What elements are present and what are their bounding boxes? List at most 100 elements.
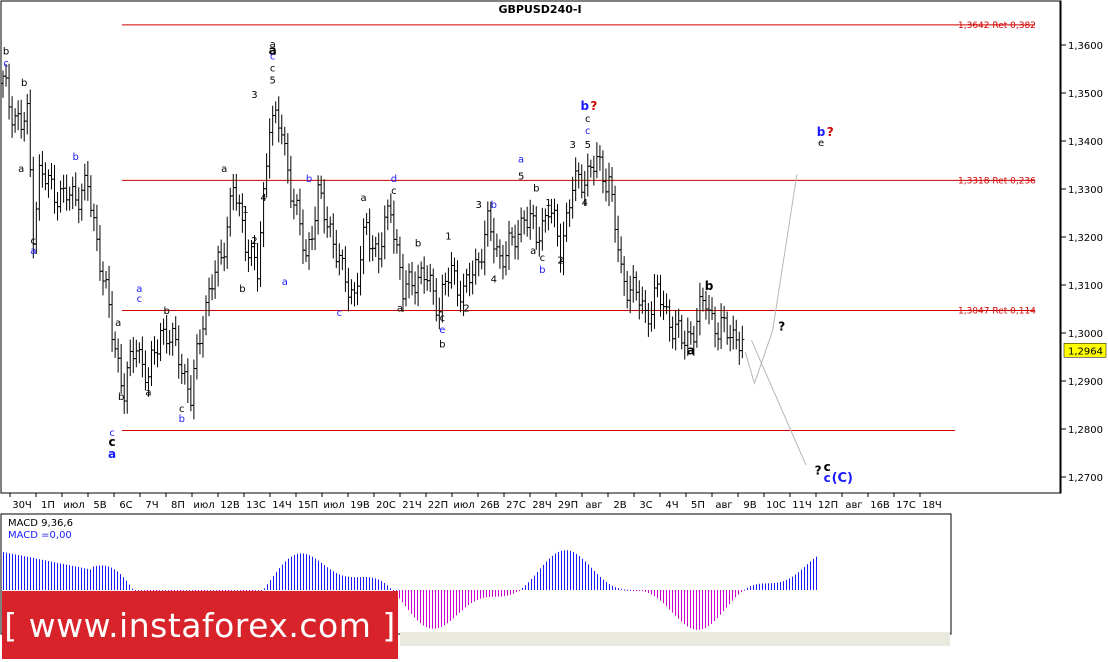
wave-label: a: [145, 387, 151, 398]
macd-bar: [345, 576, 346, 590]
date-tick-label: 17С: [896, 500, 916, 511]
wave-label: 5: [585, 140, 591, 151]
macd-bar: [399, 590, 400, 599]
macd-label-2: MACD =0,00: [8, 530, 72, 541]
macd-bar: [606, 582, 607, 590]
wave-label: b: [73, 152, 79, 163]
macd-bar: [726, 590, 727, 608]
macd-bar: [69, 565, 70, 590]
date-tick-label: авг: [715, 500, 732, 511]
macd-label-1: MACD 9,36,6: [8, 518, 73, 529]
wave-label: a: [397, 303, 403, 314]
macd-bar: [330, 569, 331, 590]
macd-bar: [267, 584, 268, 590]
macd-bar: [555, 553, 556, 590]
macd-bar: [750, 586, 751, 590]
macd-bar: [381, 581, 382, 590]
macd-bar: [33, 558, 34, 590]
wave-label: b: [118, 392, 124, 403]
macd-bar: [354, 577, 355, 590]
macd-bar: [513, 590, 514, 594]
macd-bar: [531, 578, 532, 590]
macd-scroll-strip: [400, 632, 950, 646]
wave-label: 4: [491, 275, 497, 286]
macd-bar: [315, 558, 316, 590]
macd-bar: [501, 590, 502, 597]
macd-bar: [306, 554, 307, 590]
wave-label: c: [540, 253, 546, 264]
date-tick-label: 14Ч: [272, 500, 292, 511]
wave-label: 1: [242, 205, 248, 216]
date-tick-label: 26В: [480, 500, 500, 511]
macd-bar: [432, 590, 433, 629]
wave-label: c: [270, 51, 276, 62]
macd-bar: [24, 556, 25, 590]
macd-bar: [573, 552, 574, 590]
macd-bar: [408, 590, 409, 611]
date-tick-label: 1П: [41, 500, 55, 511]
macd-bar: [687, 590, 688, 627]
date-tick-label: 19В: [350, 500, 370, 511]
macd-bar: [426, 590, 427, 628]
macd-bar: [21, 555, 22, 590]
macd-bar: [309, 555, 310, 590]
macd-bar: [609, 584, 610, 590]
macd-bar: [54, 562, 55, 590]
macd-bar: [588, 564, 589, 590]
macd-bar: [681, 590, 682, 622]
macd-bar: [741, 590, 742, 592]
forecast-line-up: [744, 174, 798, 386]
macd-bar: [420, 590, 421, 624]
macd-bar: [60, 563, 61, 590]
date-tick-label: 10С: [766, 500, 786, 511]
macd-bar: [558, 551, 559, 590]
date-tick-label: 4Ч: [665, 500, 678, 511]
wave-label-major: a: [269, 44, 277, 58]
macd-bar: [39, 559, 40, 590]
wave-label: c: [337, 308, 343, 319]
macd-bar: [552, 555, 553, 590]
macd-bar: [810, 561, 811, 590]
macd-bar: [738, 590, 739, 595]
macd-bar: [507, 590, 508, 596]
macd-bar: [570, 550, 571, 590]
macd-bar: [783, 581, 784, 590]
macd-bar: [519, 590, 520, 591]
wave-label-major: ?: [815, 464, 822, 478]
macd-bar: [525, 585, 526, 590]
macd-bar: [435, 590, 436, 629]
macd-bar: [597, 574, 598, 590]
macd-bar: [3, 552, 4, 590]
chart-title: GBPUSD240-I: [498, 3, 581, 16]
macd-bar: [276, 571, 277, 590]
price-tick-label: 1,3300: [1068, 185, 1103, 196]
price-tick-label: 1,3200: [1068, 233, 1103, 244]
macd-bar: [45, 560, 46, 590]
macd-bar: [717, 590, 718, 619]
wave-label: e: [818, 138, 824, 149]
date-tick-label: 15П: [298, 500, 318, 511]
macd-bar: [714, 590, 715, 622]
current-price-label: 1,2964: [1068, 346, 1103, 357]
macd-bar: [114, 569, 115, 590]
macd-bar: [768, 583, 769, 590]
date-tick-label: 6С: [119, 500, 132, 511]
macd-bar: [90, 569, 91, 590]
macd-bar: [357, 577, 358, 590]
macd-bar: [774, 582, 775, 590]
date-tick-label: 7Ч: [145, 500, 158, 511]
macd-bar: [603, 579, 604, 590]
macd-bar: [462, 590, 463, 611]
date-tick-label: авг: [585, 500, 602, 511]
wave-label: a: [282, 277, 288, 288]
price-tick-label: 1,2800: [1068, 425, 1103, 436]
wave-label: c: [31, 236, 37, 247]
macd-bar: [105, 565, 106, 590]
macd-bar: [660, 590, 661, 601]
macd-bar: [765, 583, 766, 590]
macd-bar: [99, 565, 100, 590]
macd-bar: [120, 574, 121, 590]
macd-bar: [522, 587, 523, 590]
